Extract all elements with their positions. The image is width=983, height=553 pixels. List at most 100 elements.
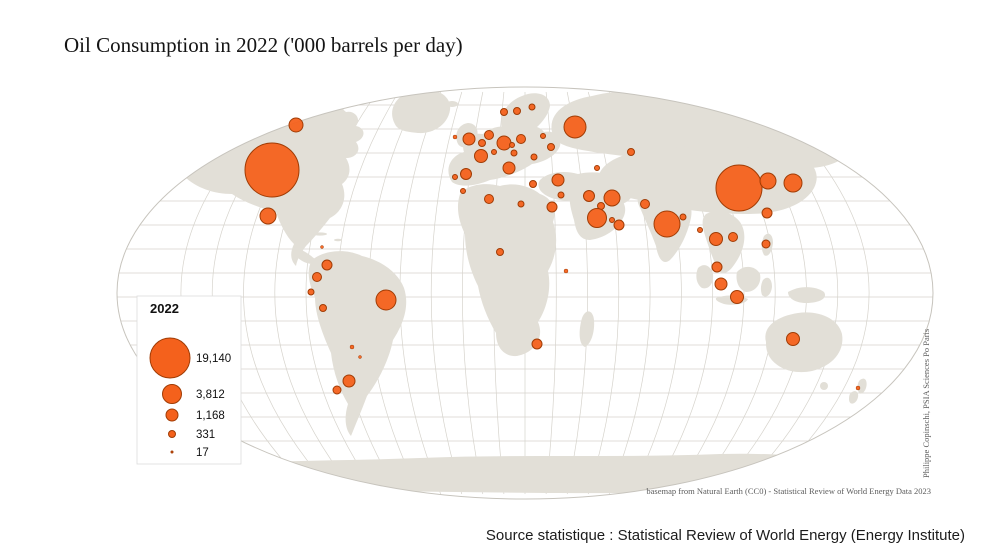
bubble-russia xyxy=(563,115,587,139)
bubble-kenya xyxy=(563,268,569,274)
bubble-colombia xyxy=(312,272,322,282)
bubble-brazil xyxy=(375,289,397,311)
landmass-africa xyxy=(457,184,557,357)
graticule-meridian xyxy=(430,91,463,495)
landmass-greenland xyxy=(392,89,451,134)
bubble-sweden xyxy=(513,107,521,115)
bubble-ecuador xyxy=(307,288,315,296)
bubble-thailand xyxy=(709,232,723,246)
bubble-indonesia xyxy=(730,290,744,304)
landmass-sulawesi xyxy=(760,277,772,297)
bubble-taiwan xyxy=(761,207,773,219)
bubble-azerbaijan xyxy=(594,165,600,171)
bubble-ireland xyxy=(452,134,458,140)
bubble-portugal xyxy=(452,174,458,180)
landmass-europe xyxy=(448,125,561,186)
landmass-new-guinea xyxy=(788,287,826,303)
author-credit: Philippe Copinschi, PSIA Sciences Po Par… xyxy=(921,328,931,478)
bubble-china xyxy=(715,164,763,212)
legend-circle-0 xyxy=(149,337,191,379)
bubble-vietnam xyxy=(728,232,738,242)
bubble-netherlands xyxy=(484,130,494,140)
bubble-saudi-arabia xyxy=(587,208,607,228)
bubble-italy xyxy=(502,161,516,175)
bubble-egypt xyxy=(546,201,558,213)
bubble-singapore xyxy=(714,277,728,291)
landmass-iceland xyxy=(446,101,458,107)
bubble-paraguay xyxy=(358,355,362,359)
bubble-czechia xyxy=(509,142,515,148)
legend-label-0: 19,140 xyxy=(196,353,231,365)
bubble-turkey xyxy=(551,173,565,187)
bubble-philippines xyxy=(761,239,771,249)
bubble-united-arab-emirates xyxy=(613,219,625,231)
continents xyxy=(140,89,880,494)
bubble-qatar xyxy=(609,217,615,223)
bubble-norway xyxy=(500,108,508,116)
bubble-caribbean xyxy=(320,245,324,249)
bubble-bolivia xyxy=(349,344,355,350)
bubble-myanmar xyxy=(697,227,703,233)
bubble-morocco xyxy=(460,188,466,194)
legend-circle-2 xyxy=(165,408,179,422)
bubble-united-states xyxy=(244,142,300,198)
bubble-france xyxy=(474,149,488,163)
bubble-germany xyxy=(496,135,512,151)
bubble-pakistan xyxy=(640,199,650,209)
bubble-romania xyxy=(530,153,538,161)
legend-label-4: 17 xyxy=(196,447,209,459)
bubble-bangladesh xyxy=(679,213,687,221)
bubble-libya xyxy=(517,200,525,208)
bubble-japan xyxy=(783,173,803,193)
bubble-kazakhstan xyxy=(627,148,635,156)
landmass-australia xyxy=(765,312,843,373)
bubble-australia xyxy=(786,332,800,346)
map-outline xyxy=(116,86,934,500)
landmass-southeast-asia xyxy=(702,211,745,274)
bubble-united-kingdom xyxy=(462,132,476,146)
bubble-new-zealand xyxy=(855,385,861,391)
bubble-greece xyxy=(529,180,537,188)
bubble-iran xyxy=(603,189,621,207)
legend-label-1: 3,812 xyxy=(196,389,225,401)
bubble-algeria xyxy=(484,194,494,204)
landmass-south-america xyxy=(308,251,407,436)
graticule-meridian xyxy=(399,91,442,495)
bubble-finland xyxy=(528,103,536,111)
bubble-mexico xyxy=(259,207,277,225)
source-caption: Source statistique : Statistical Review … xyxy=(485,527,965,544)
bubble-austria xyxy=(510,149,518,157)
landmass-sumatra xyxy=(696,265,714,289)
bubble-ukraine xyxy=(547,143,555,151)
bubble-spain xyxy=(460,168,472,180)
bubbles-layer xyxy=(244,103,861,395)
landmass-japan xyxy=(796,165,813,199)
legend-circle-4 xyxy=(170,450,174,454)
landmass-tasmania xyxy=(820,382,828,390)
chart-title: Oil Consumption in 2022 ('000 barrels pe… xyxy=(64,33,463,57)
bubble-nigeria xyxy=(496,248,504,256)
bubble-belarus xyxy=(540,133,546,139)
legend: 2022 19,140 3,812 1,168 331 17 xyxy=(136,295,242,465)
legend-year: 2022 xyxy=(150,301,179,316)
landmass-hispaniola xyxy=(334,238,342,242)
graticule-meridian xyxy=(566,91,588,495)
legend-circle-3 xyxy=(168,430,176,438)
landmass-scandinavia xyxy=(501,93,550,141)
legend-label-2: 1,168 xyxy=(196,410,225,422)
bubble-malaysia xyxy=(711,261,723,273)
bubble-argentina xyxy=(342,374,356,388)
legend-box xyxy=(136,295,242,465)
legend-items: 19,140 3,812 1,168 331 17 xyxy=(149,337,231,459)
bubble-venezuela xyxy=(321,259,333,271)
landmass-madagascar xyxy=(579,311,595,347)
landmass-borneo xyxy=(736,266,761,292)
bubble-iraq xyxy=(583,190,595,202)
bubble-india xyxy=(653,210,681,238)
bubble-poland xyxy=(516,134,526,144)
landmass-new-zealand-north xyxy=(857,378,867,394)
bubble-south-africa xyxy=(531,338,543,350)
legend-circle-1 xyxy=(162,384,182,404)
